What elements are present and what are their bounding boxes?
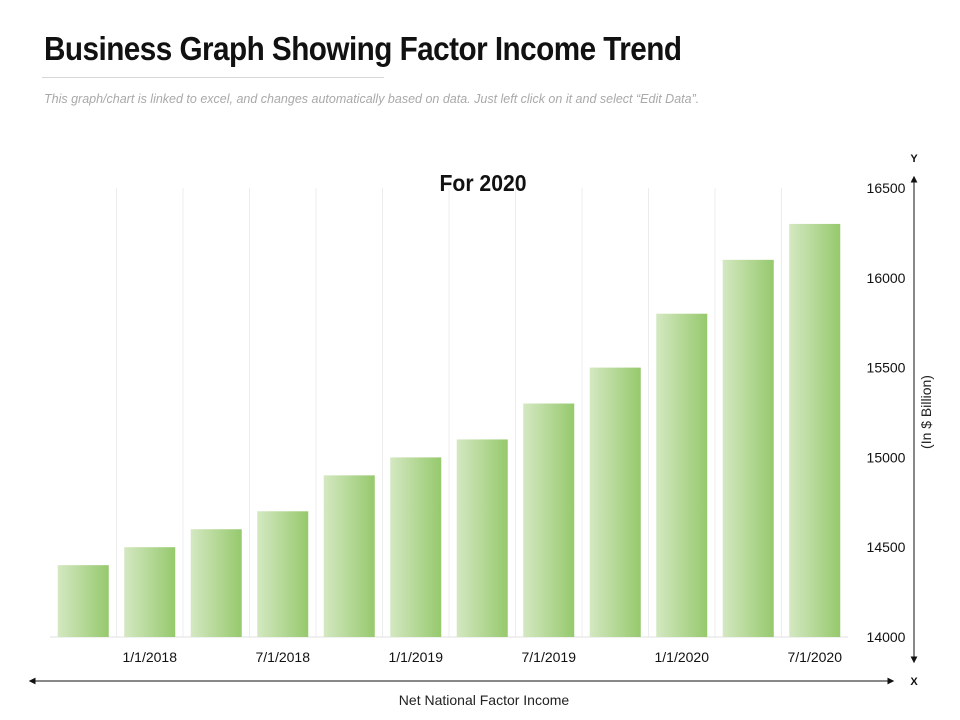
y-tick-label: 16500 <box>867 180 906 196</box>
page-title: Business Graph Showing Factor Income Tre… <box>44 30 682 67</box>
y-tick-label: 15000 <box>867 449 906 465</box>
bar[interactable] <box>456 439 508 637</box>
bar[interactable] <box>124 547 176 637</box>
chart-title: For 2020 <box>439 170 527 196</box>
bar[interactable] <box>523 403 575 637</box>
bar[interactable] <box>789 223 841 638</box>
x-tick-label: 1/1/2018 <box>123 649 178 665</box>
bar[interactable] <box>257 511 309 637</box>
bar[interactable] <box>722 259 774 637</box>
page-subtitle: This graph/chart is linked to excel, and… <box>44 92 700 106</box>
bar[interactable] <box>323 475 375 637</box>
bar[interactable] <box>57 565 109 637</box>
bar[interactable] <box>390 457 442 637</box>
y-tick-label: 15500 <box>867 360 906 376</box>
bar[interactable] <box>190 529 242 637</box>
title-divider <box>42 77 384 78</box>
y-tick-labels: 14000 14500 15000 15500 16000 16500 <box>867 180 906 645</box>
gridlines <box>50 188 848 638</box>
axes: Y X (In $ Billion) Net National Factor Inco… <box>28 153 934 708</box>
y-tick-label: 16000 <box>867 270 906 286</box>
bars <box>57 223 841 638</box>
x-tick-label: 7/1/2018 <box>256 649 311 665</box>
x-tick-label: 1/1/2020 <box>655 649 710 665</box>
bar[interactable] <box>589 367 641 637</box>
x-tick-labels: 1/1/2018 7/1/2018 1/1/2019 7/1/2019 1/1/2020… <box>123 649 843 665</box>
x-tick-label: 1/1/2019 <box>389 649 444 665</box>
y-axis-label: (In $ Billion) <box>918 375 934 449</box>
y-axis-letter: Y <box>910 153 918 165</box>
y-tick-label: 14500 <box>867 539 906 555</box>
y-tick-label: 14000 <box>867 629 906 645</box>
bar[interactable] <box>656 313 708 637</box>
x-axis-label: Net National Factor Income <box>399 692 570 708</box>
x-axis-letter: X <box>910 676 918 688</box>
x-tick-label: 7/1/2020 <box>788 649 843 665</box>
x-tick-label: 7/1/2019 <box>522 649 577 665</box>
